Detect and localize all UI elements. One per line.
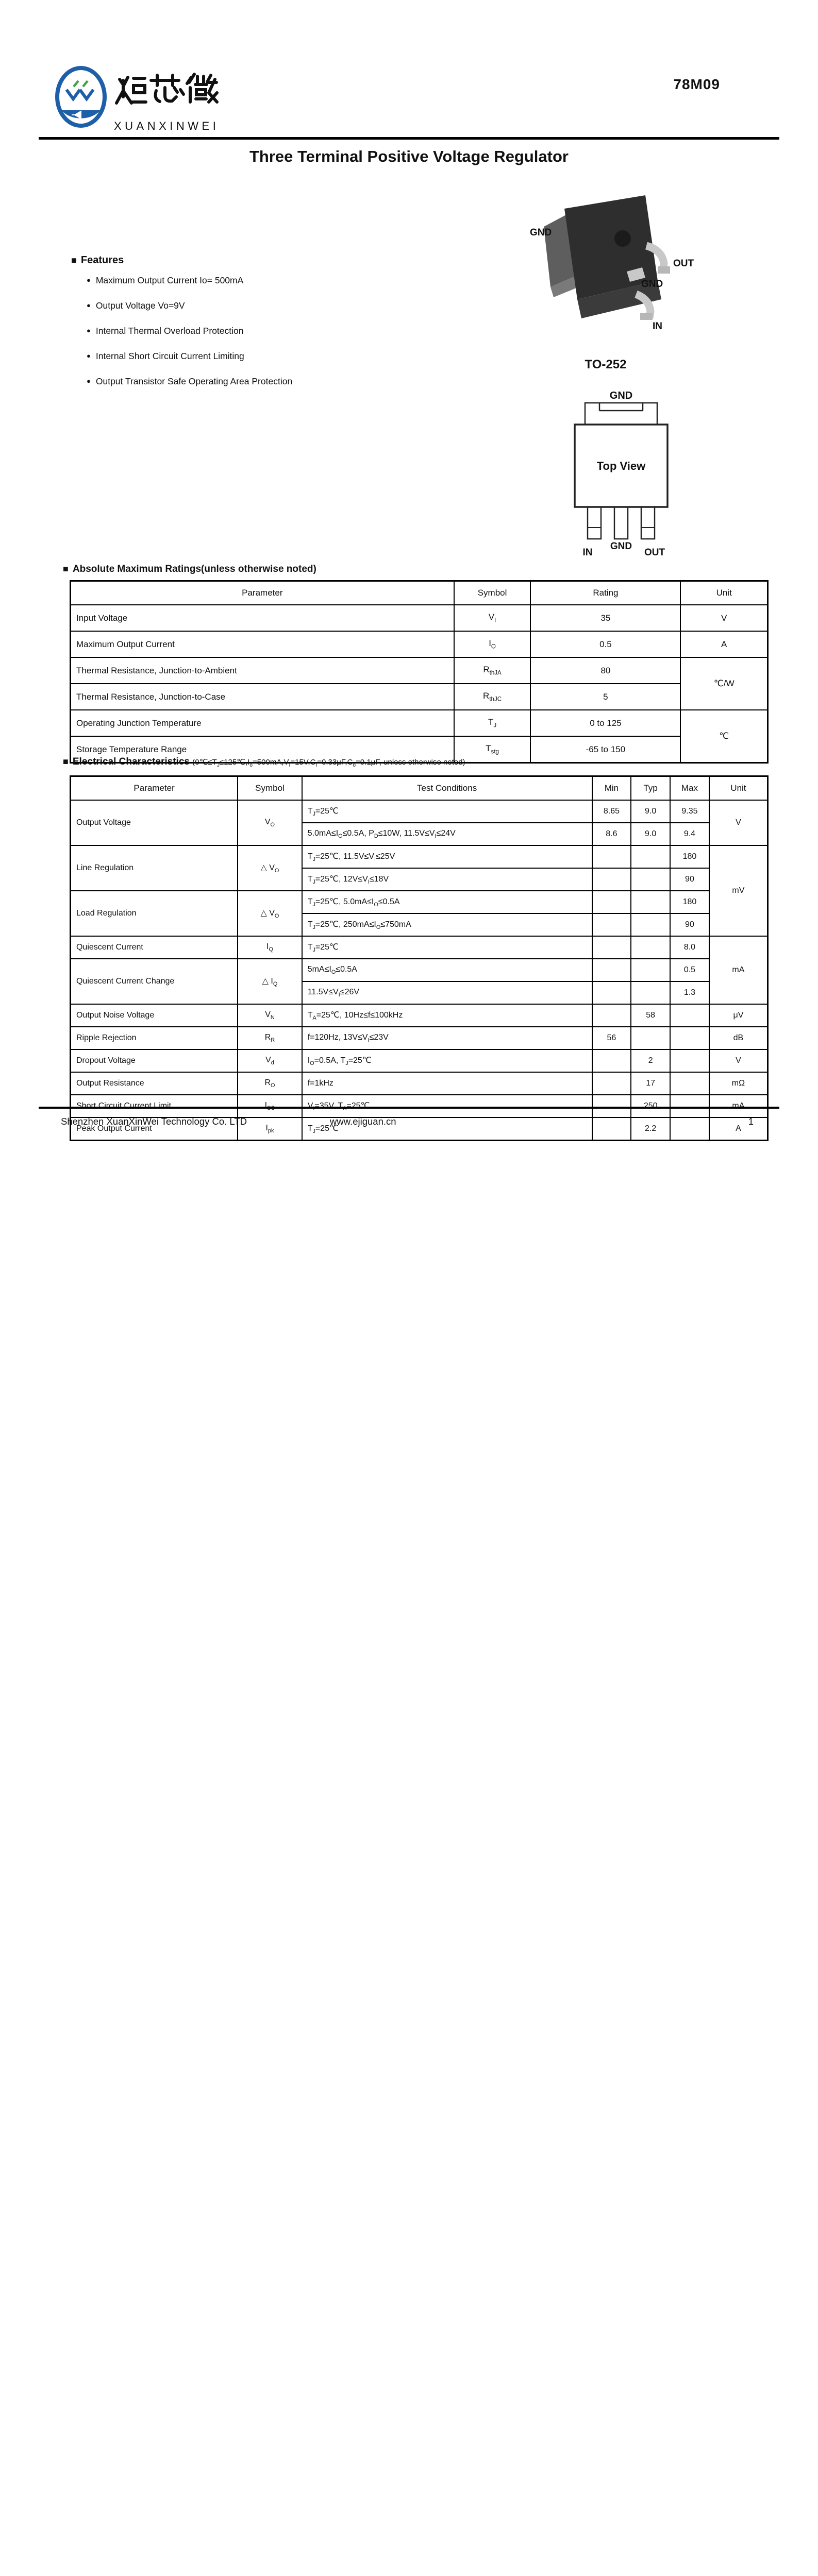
features-heading: ■ Features	[71, 255, 124, 266]
abs-max-heading: ■ Absolute Maximum Ratings(unless otherwi…	[63, 564, 316, 574]
section-marker-icon: ■	[63, 756, 69, 767]
table-row: Line Regulation △ VO TJ=25℃, 11.5V≤VI≤25V 1…	[70, 845, 769, 937]
topview-label-out: OUT	[644, 547, 665, 558]
part-number: 78M09	[673, 76, 720, 92]
header-rule	[39, 137, 779, 140]
feature-item: ● Output Transistor Safe Operating Area P…	[87, 376, 293, 386]
pkg-label-in: IN	[653, 321, 662, 332]
topview-label-tab-gnd: GND	[610, 390, 632, 401]
table-row: Output Noise Voltage VN TA=25℃, 10Hz≤f≤100…	[70, 1004, 769, 1027]
footer-page-number: 1	[748, 1116, 754, 1127]
package-caption: TO-252	[585, 358, 627, 371]
elec-table: Parameter Symbol Test Conditions Min Typ Max U…	[70, 775, 769, 1141]
pkg-label-gnd: GND	[641, 279, 663, 290]
package-photo: GND OUT GND IN	[530, 195, 694, 332]
feature-item: ● Internal Short Circuit Current Limiting	[87, 351, 244, 361]
table-row: TJ=25℃, 12V≤VI≤18V 90	[71, 868, 768, 891]
table-row: Output Resistance RO f=1kHz 17 mΩ	[70, 1072, 769, 1095]
table-row: Ripple Rejection RR f=120Hz, 13V≤VI≤23V 56 d…	[70, 1026, 769, 1050]
bullet-icon: ●	[87, 377, 91, 385]
bullet-icon: ●	[87, 327, 91, 334]
topview-title: Top View	[597, 460, 646, 472]
section-marker-icon: ■	[63, 564, 69, 574]
footer-website: www.ejiguan.cn	[330, 1116, 396, 1127]
topview-label-gnd: GND	[610, 541, 632, 552]
page-2: 78M09 Three Terminal Positive Voltage Re…	[0, 1157, 818, 2313]
table-row: Parameter Symbol Test Conditions Min Typ Max U…	[70, 775, 769, 801]
bullet-icon: ●	[87, 276, 91, 284]
table-row: TJ=25℃, 250mA≤IO≤750mA 90	[71, 913, 768, 937]
top-view-diagram: GND Top View IN GND OUT	[574, 390, 669, 558]
table-row: Input Voltage VI 35 V	[70, 604, 769, 632]
bullet-icon: ●	[87, 352, 91, 360]
page-3: 78M09 Three Terminal Positive Voltage Re…	[0, 2313, 818, 2576]
elec-heading: ■ Electrical Characteristics (0℃≤TJ≤125℃,…	[63, 756, 465, 768]
table-row: Output Voltage VO TJ=25℃ 8.65 9.0 9.35 V	[70, 800, 769, 846]
table-row: 11.5V≤VI≤26V 1.3	[71, 981, 768, 1005]
footer-rule	[39, 1107, 779, 1109]
table-row: Thermal Resistance, Junction-to-Ambient R…	[70, 657, 769, 710]
table-row: Quiescent Current Change △ IQ 5mA≤IO≤0.5A 0…	[70, 958, 768, 1005]
table-row: Maximum Output Current IO 0.5 A	[70, 631, 769, 658]
section-marker-icon: ■	[71, 255, 77, 265]
table-row: Operating Junction Temperature TJ 0 to 125…	[70, 709, 769, 764]
company-logo	[54, 63, 224, 135]
elec-conditions: (0℃≤TJ≤125℃,Io=500mA,VI=15V,CI=0.33μF,Co…	[192, 758, 465, 768]
table-row: Dropout Voltage Vd IO=0.5A, TJ=25℃ 2 V	[70, 1049, 769, 1073]
feature-item: ● Maximum Output Current Io= 500mA	[87, 275, 244, 285]
feature-item: ● Output Voltage Vo=9V	[87, 300, 185, 311]
pkg-label-tab-gnd: GND	[530, 227, 552, 238]
table-row: Parameter Symbol Rating Unit	[70, 580, 769, 605]
table-row: 5.0mA≤IO≤0.5A, PD≤10W, 11.5V≤VI≤24V 8.6 9.…	[71, 822, 768, 846]
page-1: 78M09 Three Terminal Positive Voltage Re…	[0, 0, 818, 1157]
table-row: Thermal Resistance, Junction-to-Case RthJ…	[70, 683, 768, 710]
table-row: Load Regulation △ VO TJ=25℃, 5.0mA≤IO≤0.5A…	[70, 890, 768, 937]
features-list: ● Maximum Output Current Io= 500mA ● Output…	[87, 275, 292, 401]
table-row: Peak Output Current Ipk TJ=25℃ 2.2 A	[70, 1117, 769, 1141]
topview-label-in: IN	[583, 547, 593, 558]
page-title: Three Terminal Positive Voltage Regulato…	[249, 147, 569, 165]
abs-max-table: Parameter Symbol Rating Unit Input Voltage VI…	[70, 580, 769, 764]
table-row: Short Circuit Current LimitISCVI=35V, TA…	[70, 1094, 769, 1118]
bullet-icon: ●	[87, 301, 91, 309]
footer-company: Shenzhen XuanXinWei Technology Co. LTD	[61, 1116, 247, 1127]
table-row: Storage Temperature Range Tstg -65 to 150	[70, 736, 768, 764]
feature-item: ● Internal Thermal Overload Protection	[87, 326, 244, 336]
pkg-label-out: OUT	[673, 258, 694, 269]
table-row: Quiescent Current IQ TJ=25℃ 8.0 mA	[70, 936, 769, 1005]
